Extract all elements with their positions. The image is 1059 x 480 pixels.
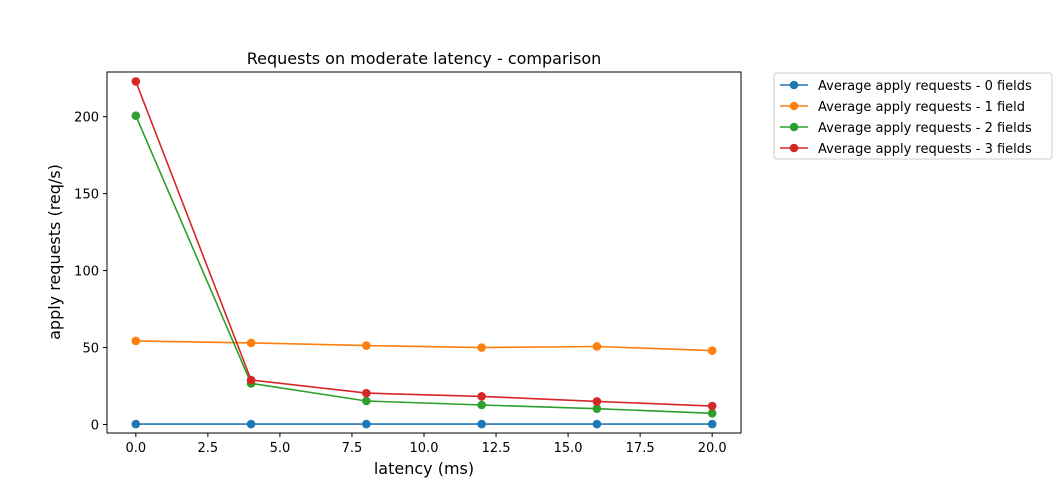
- legend-label: Average apply requests - 2 fields: [818, 121, 1032, 136]
- y-tick-label: 50: [82, 342, 99, 357]
- data-point: [592, 419, 602, 429]
- data-point: [131, 111, 141, 121]
- legend-swatch-marker: [789, 101, 799, 111]
- legend-swatch-marker: [789, 143, 799, 153]
- x-tick-label: 2.5: [198, 441, 219, 456]
- plot-area: 0.0 2.5 5.0 7.5 10.0 12.5 15.0 17.5 20.0 0 50 100 15…: [74, 71, 742, 456]
- data-point: [707, 408, 717, 418]
- legend-label: Average apply requests - 0 fields: [818, 79, 1032, 94]
- data-point: [592, 342, 602, 351]
- data-point: [246, 419, 256, 429]
- series-line-3: [135, 81, 713, 407]
- x-tick-label: 17.5: [626, 441, 655, 456]
- data-point: [131, 419, 141, 429]
- legend-swatch-marker: [789, 122, 799, 132]
- x-tick-label: 12.5: [482, 441, 511, 456]
- series-line-2: [135, 115, 713, 415]
- legend-box: [773, 72, 1053, 160]
- data-point: [707, 401, 717, 411]
- x-tick-label: 20.0: [698, 441, 727, 456]
- chart-title: Requests on moderate latency - compariso…: [247, 49, 602, 68]
- x-tick-label: 15.0: [554, 441, 583, 456]
- legend-label: Average apply requests - 1 field: [818, 100, 1025, 115]
- data-point: [362, 388, 371, 398]
- legend: Average apply requests - 0 fields Average…: [773, 72, 1053, 160]
- data-point: [707, 419, 717, 429]
- data-point: [362, 341, 371, 350]
- x-tick-label: 7.5: [342, 441, 363, 456]
- y-tick-label: 150: [74, 188, 99, 203]
- data-point: [477, 343, 486, 352]
- data-point: [707, 346, 717, 355]
- data-point: [131, 77, 141, 86]
- data-point: [362, 396, 371, 406]
- data-point: [246, 375, 256, 385]
- data-point: [592, 404, 602, 413]
- data-point: [477, 392, 486, 401]
- data-point: [362, 419, 371, 429]
- legend-swatch-marker: [789, 80, 799, 90]
- x-tick-label: 0.0: [125, 441, 146, 456]
- x-tick-label: 10.0: [410, 441, 439, 456]
- y-tick-label: 100: [74, 265, 99, 280]
- y-axis-label: apply requests (req/s): [45, 164, 64, 340]
- series-line-1: [135, 340, 713, 352]
- data-point: [477, 419, 486, 429]
- data-point: [131, 336, 141, 346]
- legend-label: Average apply requests - 3 fields: [818, 142, 1032, 157]
- x-tick-label: 5.0: [270, 441, 291, 456]
- y-tick-label: 0: [91, 419, 99, 434]
- data-point: [592, 397, 602, 406]
- data-point: [477, 400, 486, 410]
- data-point: [246, 338, 256, 348]
- x-axis-label: latency (ms): [374, 459, 474, 478]
- y-tick-label: 200: [74, 111, 99, 126]
